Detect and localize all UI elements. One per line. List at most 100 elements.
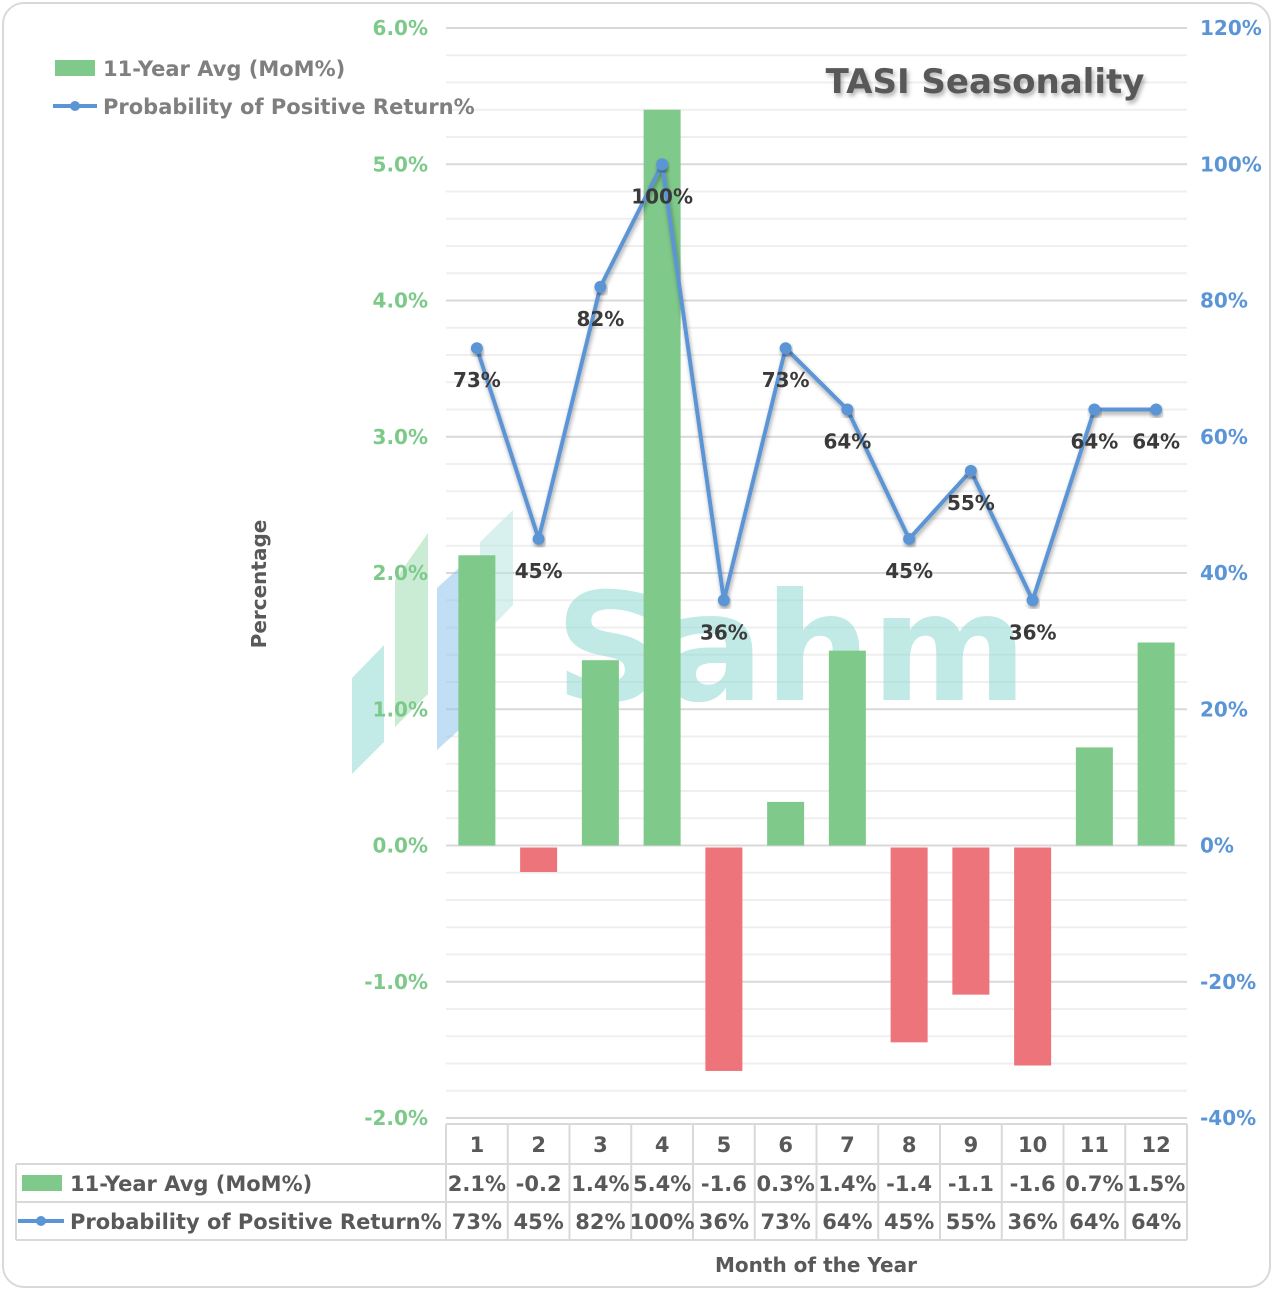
left-axis-ticks: -2.0% -1.0% 0.0% 1.0% 2.0% 3.0% 4.0% 5.0% 6.0% bbox=[364, 16, 428, 1130]
line-marker-month-5 bbox=[717, 594, 730, 607]
table-cell-avg: -1.4 bbox=[886, 1172, 932, 1196]
table-cell-probability: 73% bbox=[760, 1210, 810, 1234]
legend-bar-label: 11-Year Avg (MoM%) bbox=[103, 57, 345, 81]
table-cell-avg: -0.2 bbox=[516, 1172, 562, 1196]
table-header-month: 10 bbox=[1018, 1133, 1047, 1157]
right-tick-label: 80% bbox=[1200, 289, 1248, 313]
data-label-month-4: 100% bbox=[631, 184, 693, 208]
table-header-month: 1 bbox=[470, 1133, 485, 1157]
table-header-month: 2 bbox=[531, 1133, 546, 1157]
legend-bar-swatch bbox=[55, 60, 95, 76]
table-cell-probability: 36% bbox=[699, 1210, 749, 1234]
right-tick-label: 60% bbox=[1200, 425, 1248, 449]
left-tick-label: 2.0% bbox=[373, 561, 428, 585]
table-header-month: 4 bbox=[655, 1133, 670, 1157]
table-header-month: 12 bbox=[1142, 1133, 1171, 1157]
bar-month-9 bbox=[952, 847, 990, 995]
line-marker-month-8 bbox=[903, 532, 916, 545]
right-tick-label: 40% bbox=[1200, 561, 1248, 585]
table-header-month: 5 bbox=[717, 1133, 732, 1157]
table-header-month: 6 bbox=[778, 1133, 793, 1157]
watermark-text: Sahm bbox=[555, 562, 1027, 736]
legend: 11-Year Avg (MoM%) Probability of Positi… bbox=[53, 57, 475, 119]
data-labels: 73% 45% 82% 100% 36% 73% 64% 45% 55% 36% 64% 64% bbox=[453, 184, 1180, 644]
line-marker-month-10 bbox=[1026, 594, 1039, 607]
watermark-bar-1 bbox=[352, 645, 384, 774]
table-row-label-probability: Probability of Positive Return% bbox=[70, 1210, 442, 1234]
bar-month-10 bbox=[1014, 847, 1052, 1066]
bar-month-5 bbox=[705, 847, 743, 1071]
left-tick-label: -2.0% bbox=[364, 1106, 428, 1130]
line-marker-month-4 bbox=[656, 158, 669, 171]
table-cell-avg: -1.1 bbox=[948, 1172, 994, 1196]
left-tick-label: 5.0% bbox=[373, 152, 428, 176]
table-cell-probability: 100% bbox=[630, 1210, 695, 1234]
y-axis-title: Percentage bbox=[247, 520, 271, 649]
table-cell-avg: 0.7% bbox=[1065, 1172, 1123, 1196]
table-cell-probability: 64% bbox=[1069, 1210, 1119, 1234]
data-label-month-12: 64% bbox=[1132, 430, 1180, 454]
bar-month-2 bbox=[520, 847, 558, 873]
probability-line bbox=[474, 162, 1157, 603]
right-tick-label: 120% bbox=[1200, 16, 1262, 40]
left-tick-label: -1.0% bbox=[364, 970, 428, 994]
table-cell-avg: 0.3% bbox=[757, 1172, 815, 1196]
bar-month-8 bbox=[890, 847, 928, 1043]
watermark-bar-2 bbox=[395, 533, 428, 727]
table-header-month: 7 bbox=[840, 1133, 855, 1157]
bar-month-11 bbox=[1075, 747, 1113, 846]
data-label-month-1: 73% bbox=[453, 368, 501, 392]
right-tick-label: 100% bbox=[1200, 152, 1262, 176]
bar-month-7 bbox=[828, 650, 866, 846]
table-cell-probability: 64% bbox=[1131, 1210, 1181, 1234]
line-marker-month-3 bbox=[594, 280, 607, 293]
left-tick-label: 6.0% bbox=[373, 16, 428, 40]
data-label-month-3: 82% bbox=[576, 307, 624, 331]
left-tick-label: 1.0% bbox=[373, 697, 428, 721]
table-header-month: 11 bbox=[1080, 1133, 1109, 1157]
table-cell-avg: -1.6 bbox=[1010, 1172, 1056, 1196]
left-tick-label: 4.0% bbox=[373, 289, 428, 313]
data-table: 1 2.1% 73% 2 -0.2 45% 3 1.4% 82% 4 5.4% 100% 5 -1.6 36… bbox=[15, 1123, 1188, 1241]
table-cell-probability: 64% bbox=[822, 1210, 872, 1234]
bar-month-6 bbox=[767, 801, 805, 846]
sahm-watermark: Sahm bbox=[352, 510, 1027, 774]
left-tick-label: 3.0% bbox=[373, 425, 428, 449]
table-header-month: 3 bbox=[593, 1133, 608, 1157]
legend-line-label: Probability of Positive Return% bbox=[103, 95, 475, 119]
gridlines bbox=[446, 27, 1187, 1119]
table-cell-avg: 2.1% bbox=[448, 1172, 506, 1196]
right-tick-label: -40% bbox=[1200, 1106, 1256, 1130]
table-cell-probability: 73% bbox=[452, 1210, 502, 1234]
table-cell-probability: 45% bbox=[884, 1210, 934, 1234]
data-label-month-5: 36% bbox=[700, 620, 748, 644]
table-header-month: 9 bbox=[964, 1133, 979, 1157]
line-marker-month-1 bbox=[470, 342, 483, 355]
bar-month-3 bbox=[581, 660, 619, 846]
table-cell-avg: -1.6 bbox=[701, 1172, 747, 1196]
table-cell-avg: 5.4% bbox=[633, 1172, 691, 1196]
data-label-month-7: 64% bbox=[823, 430, 871, 454]
line-marker-month-9 bbox=[964, 464, 977, 477]
line-marker-month-7 bbox=[841, 403, 854, 416]
chart-title: TASI Seasonality bbox=[826, 62, 1145, 102]
legend-line-marker bbox=[70, 101, 80, 111]
bar-month-4 bbox=[643, 109, 681, 846]
table-cell-avg: 1.4% bbox=[818, 1172, 876, 1196]
table-legend-bar-swatch bbox=[22, 1175, 62, 1191]
right-tick-label: -20% bbox=[1200, 970, 1256, 994]
x-axis-title: Month of the Year bbox=[715, 1253, 917, 1277]
data-label-month-9: 55% bbox=[947, 491, 995, 515]
data-label-month-6: 73% bbox=[762, 368, 810, 392]
data-label-month-8: 45% bbox=[885, 559, 933, 583]
right-tick-label: 20% bbox=[1200, 697, 1248, 721]
table-cell-probability: 55% bbox=[946, 1210, 996, 1234]
data-label-month-10: 36% bbox=[1009, 620, 1057, 644]
bar-series bbox=[458, 109, 1175, 1071]
bar-month-1 bbox=[458, 555, 496, 846]
table-cell-probability: 45% bbox=[513, 1210, 563, 1234]
table-row-label-avg: 11-Year Avg (MoM%) bbox=[70, 1172, 312, 1196]
table-cell-probability: 36% bbox=[1007, 1210, 1057, 1234]
right-tick-label: 0% bbox=[1200, 834, 1234, 858]
data-label-month-11: 64% bbox=[1070, 430, 1118, 454]
